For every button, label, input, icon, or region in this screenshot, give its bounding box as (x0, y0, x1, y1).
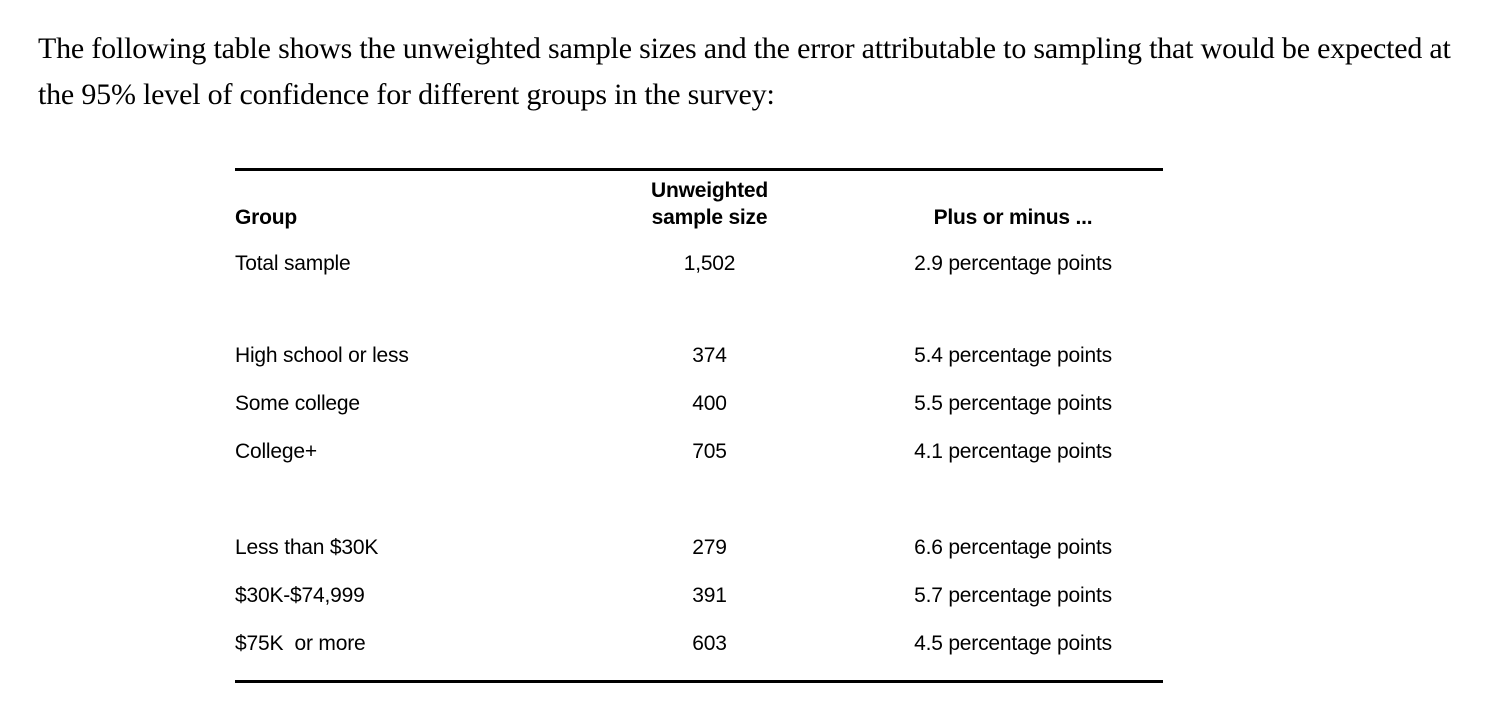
cell-sample-size: 705 (692, 439, 727, 463)
cell-sample-size: 603 (692, 631, 727, 655)
cell-margin-of-error: 6.6 percentage points (914, 535, 1112, 559)
table-row: Some college 400 5.5 percentage points (235, 380, 1163, 428)
column-header-sample-size: Unweighted sample size (556, 170, 863, 240)
column-header-sample-size-line2: sample size (651, 205, 768, 229)
cell-sample-size: 1,502 (683, 251, 736, 275)
table-row: College+ 705 4.1 percentage points (235, 428, 1163, 476)
table-row: Total sample 1,502 2.9 percentage points (235, 240, 1163, 288)
cell-group: College+ (235, 439, 317, 463)
cell-margin-of-error: 5.4 percentage points (914, 343, 1112, 367)
table-row: $75K or more 603 4.5 percentage points (235, 620, 1163, 668)
table-row: Less than $30K 279 6.6 percentage points (235, 524, 1163, 572)
cell-margin-of-error: 5.7 percentage points (914, 583, 1112, 607)
bottom-padding-row (235, 668, 1163, 682)
cell-margin-of-error: 4.5 percentage points (914, 631, 1112, 655)
sampling-error-table: Group Unweighted sample size Plus or min… (235, 168, 1163, 683)
spacer-row (235, 288, 1163, 332)
cell-margin-of-error: 5.5 percentage points (914, 391, 1112, 415)
cell-group: High school or less (235, 343, 409, 367)
cell-group: Less than $30K (235, 535, 379, 559)
cell-sample-size: 391 (692, 583, 727, 607)
cell-sample-size: 400 (692, 391, 727, 415)
cell-group: $30K-$74,999 (235, 583, 365, 607)
table-row: $30K-$74,999 391 5.7 percentage points (235, 572, 1163, 620)
column-header-sample-size-line1: Unweighted (651, 178, 768, 202)
table-row: High school or less 374 5.4 percentage p… (235, 332, 1163, 380)
cell-group: $75K or more (235, 631, 366, 655)
table-header-row: Group Unweighted sample size Plus or min… (235, 170, 1163, 240)
cell-sample-size: 279 (692, 535, 727, 559)
intro-paragraph: The following table shows the unweighted… (38, 32, 1451, 111)
cell-margin-of-error: 4.1 percentage points (914, 439, 1112, 463)
spacer-row (235, 476, 1163, 524)
cell-sample-size: 374 (692, 343, 727, 367)
column-header-plus-or-minus: Plus or minus ... (933, 205, 1093, 229)
column-header-group: Group (235, 205, 297, 229)
cell-group: Some college (235, 391, 360, 415)
cell-group: Total sample (235, 251, 351, 275)
sampling-error-table-container: Group Unweighted sample size Plus or min… (235, 168, 1163, 683)
cell-margin-of-error: 2.9 percentage points (914, 251, 1112, 275)
